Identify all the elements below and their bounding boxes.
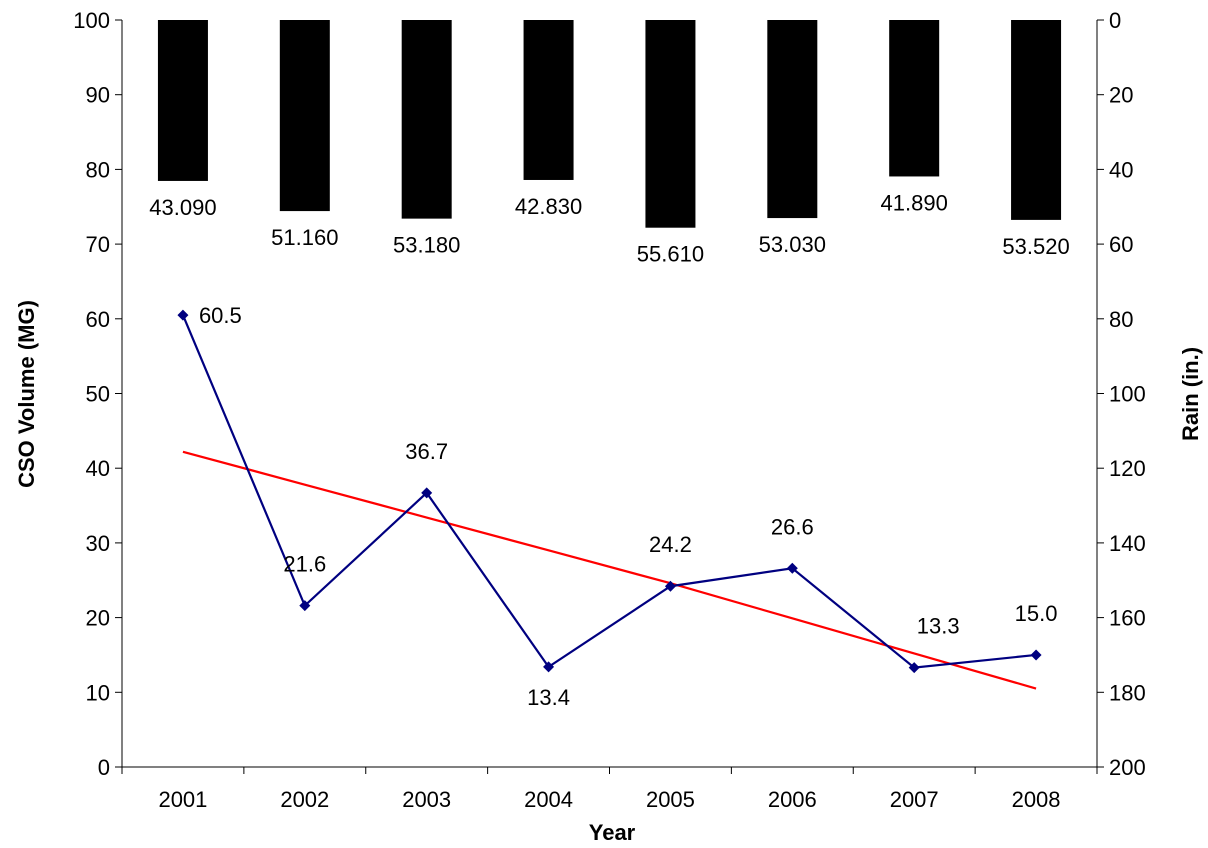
y-left-tick-label: 80	[86, 157, 110, 182]
trendline	[182, 450, 1037, 690]
line-value-label: 36.7	[405, 439, 448, 464]
rain-bar	[767, 20, 818, 219]
x-tick-label: 2002	[280, 787, 329, 812]
line-value-label: 24.2	[649, 532, 692, 557]
y-right-tick-label: 0	[1109, 8, 1121, 33]
y-right-tick-label: 80	[1109, 307, 1133, 332]
x-tick-label: 2006	[768, 787, 817, 812]
bar-value-label: 55.610	[637, 242, 704, 267]
y-right-tick-label: 20	[1109, 83, 1133, 108]
cso-volume-marker	[177, 309, 189, 321]
y-axis-right-title: Rain (in.)	[1178, 347, 1203, 441]
y-right-tick-label: 120	[1109, 456, 1146, 481]
line-value-label: 21.6	[283, 552, 326, 577]
cso-volume-marker	[299, 600, 311, 612]
data-labels: 43.090 51.160 53.180 42.830 55.610 53.030 41.8…	[149, 190, 1069, 709]
y-left-tick-label: 10	[86, 680, 110, 705]
line-value-label: 60.5	[199, 303, 242, 328]
y-left-tick-label: 100	[73, 8, 110, 33]
bar-value-label: 53.520	[1002, 234, 1069, 259]
y-right-tick-label: 40	[1109, 157, 1133, 182]
bar-value-label: 43.090	[149, 195, 216, 220]
line-value-label: 15.0	[1015, 601, 1058, 626]
y-right-tick-label: 100	[1109, 382, 1146, 407]
x-tick-label: 2007	[890, 787, 939, 812]
bar-value-label: 51.160	[271, 225, 338, 250]
rain-bar	[1011, 20, 1062, 220]
y-right-tick-label: 180	[1109, 680, 1146, 705]
cso-volume-marker	[421, 487, 433, 499]
y-right-tick-label: 200	[1109, 755, 1146, 780]
rain-bar	[523, 20, 574, 180]
rain-bar	[401, 20, 452, 219]
cso-volume-marker	[664, 580, 676, 592]
y-axis-left-title: CSO Volume (MG)	[14, 300, 39, 488]
y-left-tick-label: 0	[98, 755, 110, 780]
y-left-tick-label: 50	[86, 382, 110, 407]
rain-bar	[889, 20, 940, 177]
x-tick-label: 2004	[524, 787, 573, 812]
cso-volume-marker	[1030, 649, 1042, 661]
cso-volume-marker	[908, 662, 920, 674]
x-tick-label: 2001	[158, 787, 207, 812]
y-right-tick-label: 140	[1109, 531, 1146, 556]
cso-volume-line	[181, 314, 1037, 669]
y-left-tick-label: 70	[86, 232, 110, 257]
bar-value-label: 53.030	[759, 232, 826, 257]
bar-value-label: 53.180	[393, 233, 460, 258]
bar-value-label: 42.830	[515, 194, 582, 219]
bar-series-rain	[157, 20, 1062, 228]
y-left-tick-label: 20	[86, 606, 110, 631]
bar-value-label: 41.890	[881, 190, 948, 215]
line-value-label: 13.3	[917, 614, 960, 639]
line-value-label: 26.6	[771, 514, 814, 539]
rain-bar	[157, 20, 208, 181]
x-tick-label: 2003	[402, 787, 451, 812]
line-value-label: 13.4	[527, 685, 570, 710]
rain-bar	[645, 20, 696, 228]
x-axis-title: Year	[589, 820, 636, 845]
trendline-series	[182, 450, 1037, 690]
axes: 0 10 20 30 40 50 60 70 80 90 100 0 20 40 60 80 100 120 140…	[73, 8, 1145, 812]
y-left-tick-label: 60	[86, 307, 110, 332]
rain-bar	[279, 20, 330, 212]
cso-volume-marker	[543, 661, 555, 673]
y-left-tick-label: 40	[86, 456, 110, 481]
x-tick-label: 2005	[646, 787, 695, 812]
x-tick-label: 2008	[1012, 787, 1061, 812]
y-right-tick-label: 160	[1109, 606, 1146, 631]
line-series-cso-volume	[177, 309, 1042, 674]
y-left-tick-label: 30	[86, 531, 110, 556]
y-left-tick-label: 90	[86, 83, 110, 108]
cso-volume-marker	[786, 562, 798, 574]
y-right-tick-label: 60	[1109, 232, 1133, 257]
